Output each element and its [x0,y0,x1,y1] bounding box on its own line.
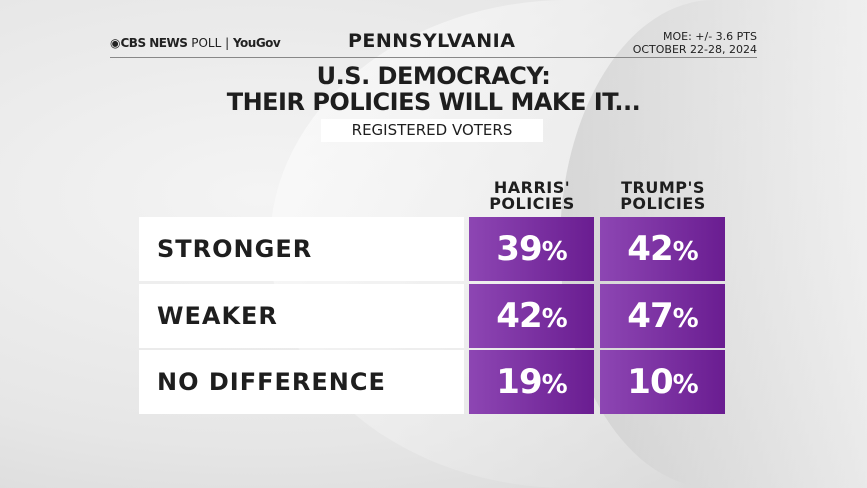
title-line: U.S. DEMOCRACY: [316,62,551,90]
poll-dates: OCTOBER 22-28, 2024 [632,43,757,56]
value: 47 [627,296,673,336]
percent-sign: % [541,237,568,267]
divider [110,57,757,58]
value: 19 [496,362,542,402]
percent-sign: % [672,370,699,400]
header-line: POLICIES [620,194,706,213]
percent-sign: % [541,304,568,334]
value-cell: 10% [600,350,725,414]
table-row: WEAKER 42% 47% [139,284,725,348]
chart-title: U.S. DEMOCRACY: THEIR POLICIES WILL MAKE… [0,63,867,115]
header-line: POLICIES [489,194,575,213]
cbs-yougov-logo: ◉CBS NEWS POLL | YouGov [110,36,281,50]
value: 39 [496,229,542,269]
value: 10 [627,362,673,402]
row-label: STRONGER [139,217,464,281]
header-line: TRUMP'S [621,178,705,197]
value-cell: 19% [469,350,594,414]
value-cell: 42% [600,217,725,281]
title-line: THEIR POLICIES WILL MAKE IT... [226,88,641,116]
value: 42 [496,296,542,336]
margin-of-error: MOE: +/- 3.6 PTS [662,30,757,43]
header: ◉CBS NEWS POLL | YouGov PENNSYLVANIA MOE… [110,28,757,56]
subtitle-badge: REGISTERED VOTERS [321,119,543,142]
percent-sign: % [672,304,699,334]
value-cell: 47% [600,284,725,348]
column-header-harris: HARRIS' POLICIES [469,180,595,212]
table-row: STRONGER 39% 42% [139,217,725,281]
percent-sign: % [672,237,699,267]
percent-sign: % [541,370,568,400]
poll-info: MOE: +/- 3.6 PTS OCTOBER 22-28, 2024 [633,30,757,56]
table-row: NO DIFFERENCE 19% 10% [139,350,725,414]
value: 42 [627,229,673,269]
column-header-trump: TRUMP'S POLICIES [600,180,726,212]
row-label: WEAKER [139,284,464,348]
value-cell: 42% [469,284,594,348]
value-cell: 39% [469,217,594,281]
row-label: NO DIFFERENCE [139,350,464,414]
state-title: PENNSYLVANIA [348,30,516,52]
header-line: HARRIS' [493,178,571,197]
